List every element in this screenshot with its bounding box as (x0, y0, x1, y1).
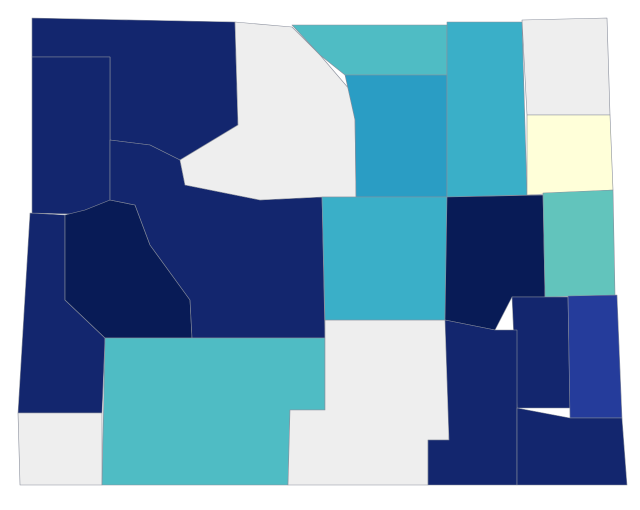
county (344, 74, 448, 198)
county (516, 407, 628, 486)
county (446, 21, 528, 198)
county (542, 189, 616, 298)
county (511, 296, 571, 409)
county (521, 17, 611, 116)
county (526, 114, 614, 196)
county (567, 294, 623, 419)
county (31, 56, 111, 216)
county (321, 196, 448, 321)
county (17, 412, 103, 486)
county (427, 319, 518, 486)
